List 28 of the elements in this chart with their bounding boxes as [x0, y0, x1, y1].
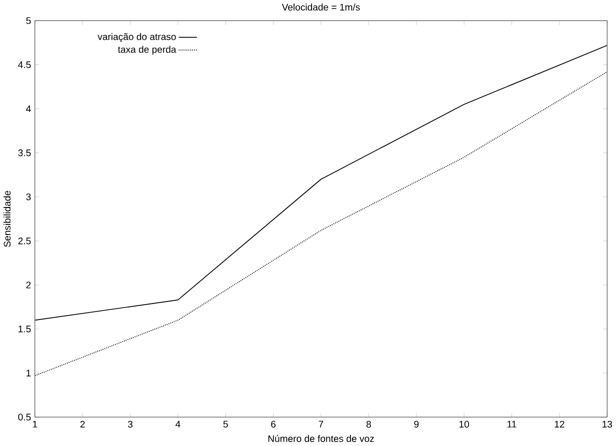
x-tick-label: 12	[554, 421, 564, 428]
x-axis-title: Número de fontes de voz	[268, 435, 374, 442]
y-tick-label: 3	[26, 194, 31, 200]
x-tick-label: 6	[271, 421, 276, 428]
x-tick-label: 10	[459, 421, 470, 428]
y-tick-label: 5	[26, 18, 31, 24]
x-tick-label: 11	[508, 421, 516, 428]
y-tick-label: 4.5	[18, 62, 31, 68]
y-tick-label: 0.5	[18, 414, 31, 421]
x-tick-label: 8	[366, 421, 371, 428]
y-tick-label: 1.5	[18, 326, 31, 333]
x-tick-label: 3	[128, 421, 132, 428]
x-tick-label: 2	[80, 421, 85, 428]
y-tick-label: 1	[26, 370, 31, 377]
y-tick-label: 3.5	[18, 150, 31, 156]
x-tick-label: 5	[223, 421, 228, 428]
y-tick-label: 2	[26, 282, 31, 289]
y-tick-label: 2.5	[18, 238, 31, 245]
y-tick-label: 4	[26, 106, 31, 112]
legend-label: variação do atraso	[98, 33, 176, 42]
x-tick-label: 13	[602, 421, 612, 428]
x-tick-label: 4	[176, 421, 180, 428]
x-tick-label: 7	[318, 421, 324, 428]
legend-label: taxa de perda	[118, 46, 176, 55]
chart-title: Velocidade = 1m/s	[282, 4, 360, 11]
y-axis-title: Sensibilidade	[4, 191, 11, 248]
x-tick-label: 1	[32, 421, 38, 428]
x-tick-label: 9	[414, 421, 419, 428]
